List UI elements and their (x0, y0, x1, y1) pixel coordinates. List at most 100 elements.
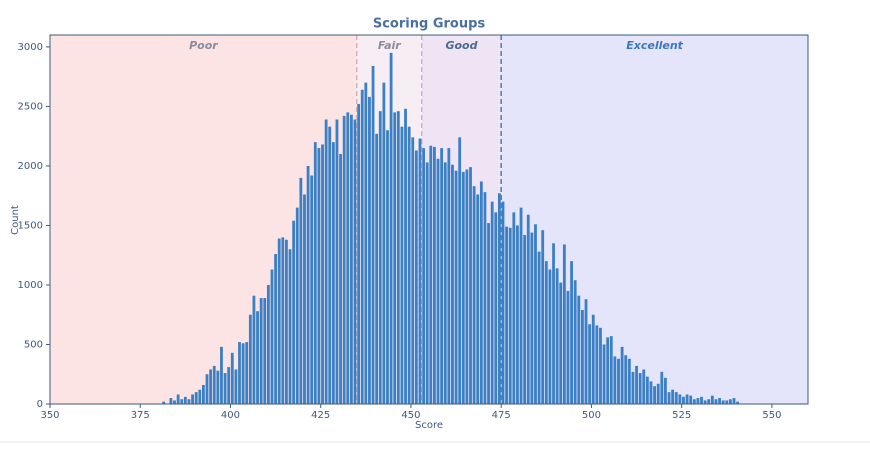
bar (382, 82, 386, 404)
bar (714, 399, 718, 404)
bar (292, 220, 296, 404)
bar (216, 370, 220, 404)
bar (631, 371, 635, 404)
bar (537, 251, 541, 404)
bar (710, 395, 714, 404)
region (356, 35, 422, 404)
bar (494, 212, 498, 404)
bar (736, 401, 740, 404)
x-tick-label: 425 (311, 410, 330, 421)
bar (599, 327, 602, 404)
bar (321, 144, 324, 404)
chart-title: Scoring Groups (373, 17, 486, 32)
bar (288, 249, 292, 404)
bar (360, 89, 364, 405)
bar (667, 392, 671, 404)
bar (451, 164, 454, 404)
bar (469, 167, 472, 404)
bar (617, 358, 620, 404)
bar (256, 311, 259, 404)
bar (364, 82, 368, 404)
bar (393, 112, 397, 404)
bar (353, 119, 357, 404)
bar (238, 342, 241, 404)
bar (465, 169, 469, 404)
bar (624, 355, 628, 404)
bar (483, 192, 487, 404)
bar (721, 400, 725, 404)
bar (270, 269, 274, 404)
bar (414, 150, 418, 404)
bar (588, 324, 592, 404)
bar (566, 290, 570, 404)
bar (396, 111, 400, 404)
plot-frame (49, 34, 809, 405)
bar (732, 398, 736, 404)
bar (530, 232, 534, 404)
bar (519, 207, 523, 404)
bar (339, 154, 342, 404)
bar (173, 400, 176, 404)
bar (245, 342, 249, 404)
bar (476, 194, 480, 404)
bar (581, 309, 584, 404)
bar (266, 284, 270, 404)
bar (671, 389, 675, 404)
x-tick-label: 400 (221, 410, 240, 421)
bar (505, 226, 509, 404)
bar (447, 148, 451, 404)
bar (577, 295, 581, 404)
bar (169, 398, 173, 404)
bar (429, 145, 433, 404)
bar (306, 165, 310, 404)
bar (194, 392, 198, 404)
bar (461, 171, 465, 404)
bar (317, 148, 321, 404)
y-tick-label: 2000 (18, 161, 43, 172)
bar (230, 352, 234, 404)
bar (664, 377, 667, 404)
bar (653, 386, 656, 404)
bar (411, 137, 415, 404)
bar (685, 394, 689, 404)
bar (183, 396, 187, 404)
bar (277, 238, 281, 404)
bar (606, 337, 610, 404)
x-tick-label: 475 (492, 410, 511, 421)
y-tick-label: 0 (37, 399, 43, 410)
bar (285, 239, 288, 404)
bar (700, 396, 703, 404)
bar (642, 369, 646, 404)
bar (440, 148, 444, 404)
bar (436, 158, 440, 404)
bar (433, 146, 436, 404)
bar (725, 400, 729, 404)
bar (627, 358, 631, 404)
bar (718, 398, 721, 404)
x-tick-label: 375 (131, 410, 150, 421)
bar (591, 314, 595, 404)
bar (692, 399, 696, 404)
bar (422, 148, 425, 404)
bar (660, 371, 664, 404)
bar (674, 392, 678, 404)
bar (368, 96, 371, 404)
bar (472, 186, 476, 404)
bar (512, 212, 516, 404)
bar (220, 346, 223, 404)
bar (227, 367, 231, 404)
bar (371, 65, 375, 404)
bar (620, 346, 624, 404)
bar (516, 225, 519, 404)
bar (418, 138, 422, 405)
bar (295, 207, 299, 404)
bar (346, 112, 350, 404)
bar (241, 343, 245, 404)
bar (645, 376, 649, 404)
bar (274, 254, 277, 404)
bar (584, 299, 588, 404)
bar (682, 396, 685, 404)
y-tick-label: 1000 (18, 280, 43, 291)
bar (443, 162, 447, 404)
bar (656, 383, 660, 404)
